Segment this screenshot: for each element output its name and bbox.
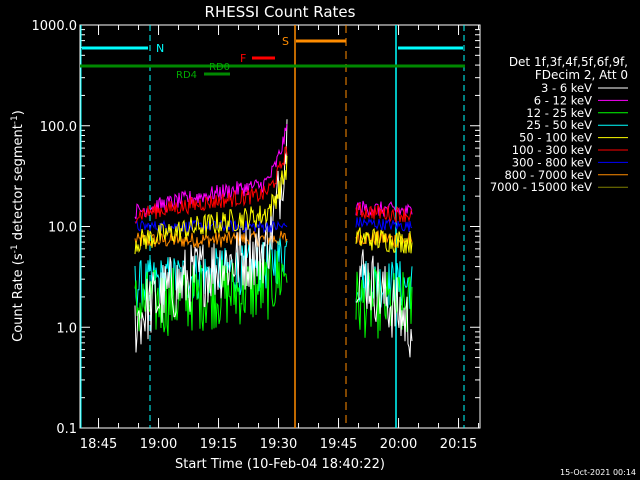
y-tick-label: 100.0 <box>40 120 77 135</box>
series-line-4 <box>355 227 413 254</box>
rd0-label: RD0 <box>209 62 230 73</box>
footer-timestamp: 15-Oct-2021 00:14 <box>560 468 636 477</box>
x-axis-label: Start Time (10-Feb-04 18:40:22) <box>175 457 385 472</box>
series-layer <box>134 119 413 358</box>
series-line-5 <box>355 202 413 224</box>
axes: 0.1 1.0 10.0 100.0 1000.0 18:45 19:00 19:15 19:3… <box>32 19 480 452</box>
overlays: N S F RD0 RD4 <box>80 25 465 428</box>
y-tick-label: 1000.0 <box>32 19 78 34</box>
rd4-label: RD4 <box>176 70 197 81</box>
legend-entry-label: 3 - 6 keV <box>541 81 592 95</box>
series-line-0 <box>355 249 413 358</box>
legend-entry-label: 800 - 7000 keV <box>504 168 592 182</box>
series-line-4 <box>134 155 288 255</box>
legend: Det 1f,3f,4f,5f,6f,9f,FDecim 2, Att 03 -… <box>490 55 628 194</box>
legend-entry-label: 300 - 800 keV <box>512 155 592 169</box>
series-line-6 <box>134 219 288 234</box>
legend-entry-label: 50 - 100 keV <box>519 131 592 145</box>
legend-entry-label: 6 - 12 keV <box>534 93 592 107</box>
legend-entry-label: 25 - 50 keV <box>526 118 592 132</box>
series-line-0 <box>134 119 288 353</box>
saa-label: S <box>282 35 289 48</box>
legend-title-line1: Det 1f,3f,4f,5f,6f,9f, <box>509 55 628 69</box>
night-label: N <box>156 42 164 55</box>
legend-entry-label: 12 - 25 keV <box>526 106 592 120</box>
y-tick-label: 1.0 <box>56 321 77 336</box>
x-tick-label: 19:15 <box>200 437 237 452</box>
x-tick-label: 18:45 <box>80 437 117 452</box>
y-axis-label: Count Rate (s-1 detector segment-1) <box>10 110 26 342</box>
series-line-5 <box>134 145 288 224</box>
legend-title-line2: FDecim 2, Att 0 <box>535 68 628 82</box>
y-tick-label: 10.0 <box>48 221 77 236</box>
legend-entry-label: 100 - 300 keV <box>512 143 592 157</box>
series-line-6 <box>355 217 413 232</box>
series-line-1 <box>355 200 413 217</box>
chart-title: RHESSI Count Rates <box>205 3 356 21</box>
legend-entry-label: 7000 - 15000 keV <box>490 180 592 194</box>
x-tick-label: 19:45 <box>320 437 357 452</box>
flare-label: F <box>240 52 246 65</box>
series-line-1 <box>134 124 288 220</box>
x-tick-label: 20:00 <box>380 437 417 452</box>
y-tick-label: 0.1 <box>56 422 77 437</box>
x-tick-label: 19:30 <box>260 437 297 452</box>
x-tick-label: 20:15 <box>440 437 477 452</box>
x-tick-label: 19:00 <box>140 437 177 452</box>
